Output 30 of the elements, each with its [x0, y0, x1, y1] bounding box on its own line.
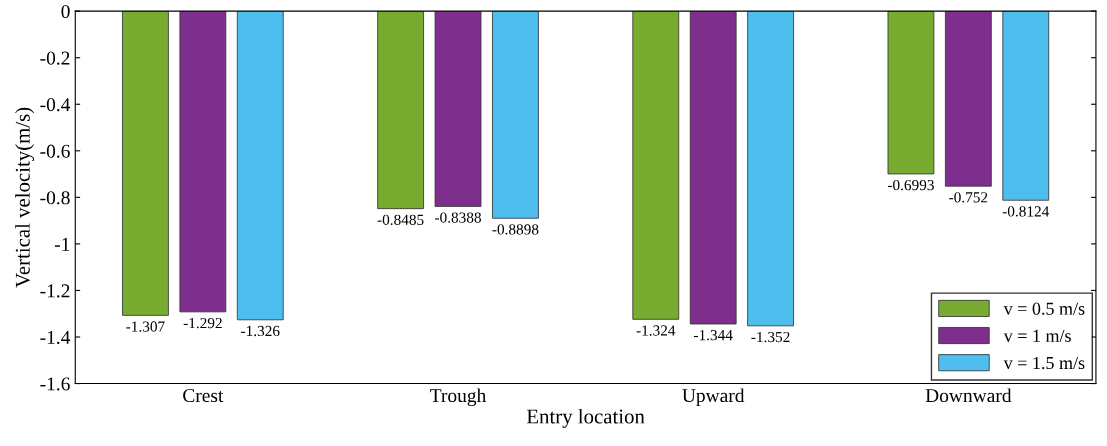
y-tick-label: -0.8 [40, 191, 70, 205]
data-label: -1.307 [126, 321, 165, 332]
legend-label: v = 1.5 m/s [1003, 356, 1085, 370]
data-label: -1.326 [241, 325, 280, 337]
data-label: -0.752 [949, 192, 988, 203]
data-label: -1.324 [636, 325, 676, 336]
x-tick-label: Upward [682, 388, 745, 407]
data-label: -0.8898 [492, 224, 539, 235]
data-label: -1.344 [694, 330, 733, 341]
y-tick-label: -1.6 [40, 377, 70, 391]
data-label: -1.292 [183, 317, 222, 329]
x-tick-label: Crest [183, 389, 224, 403]
legend-label: v = 0.5 m/s [1003, 302, 1085, 315]
y-tick-label: -0.2 [40, 51, 70, 65]
y-tick-label: -0.4 [40, 98, 71, 112]
data-label: -0.8124 [1002, 206, 1050, 217]
data-label: -0.6993 [887, 179, 934, 191]
x-axis-title: Entry location [526, 408, 645, 428]
x-tick-label: Trough [430, 388, 487, 407]
y-axis-title: Vertical velocity(m/s) [15, 107, 35, 288]
data-label: -1.352 [751, 331, 790, 343]
x-tick-label: Downward [925, 388, 1012, 403]
y-tick-label: -1 [54, 237, 70, 251]
legend-label: v = 1 m/s [1003, 329, 1071, 342]
data-label: -0.8485 [377, 214, 424, 226]
y-tick-label: 0 [61, 4, 70, 19]
y-tick-label: -0.6 [40, 144, 70, 158]
y-tick-label: -1.2 [40, 284, 70, 298]
y-tick-label: -1.4 [40, 330, 71, 345]
data-label: -0.8388 [435, 212, 481, 223]
